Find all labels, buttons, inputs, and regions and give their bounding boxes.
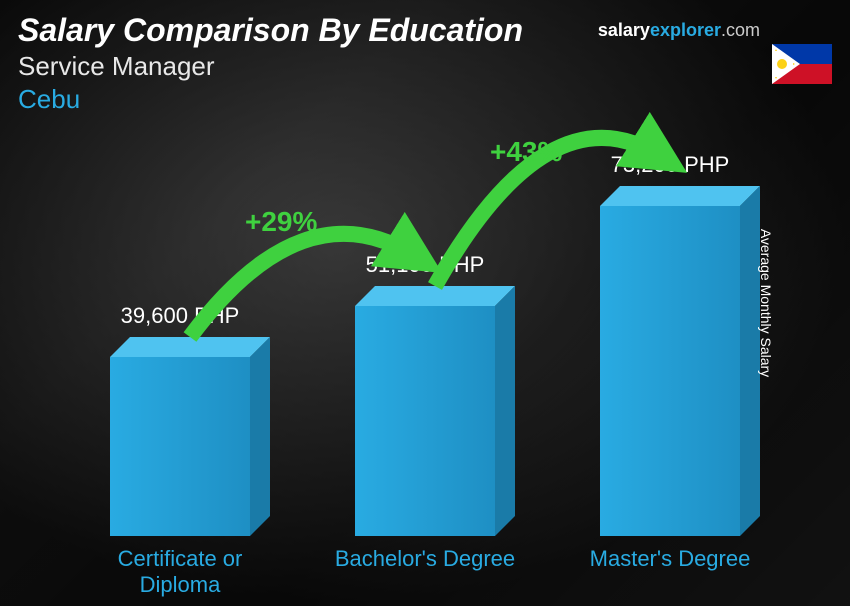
brand-part3: .com — [721, 20, 760, 40]
chart-title: Salary Comparison By Education — [18, 12, 523, 49]
bar-value-label: 73,200 PHP — [570, 152, 770, 178]
bar-category-label: Master's Degree — [570, 546, 770, 572]
header: Salary Comparison By Education Service M… — [18, 12, 523, 115]
bar-group: 51,100 PHPBachelor's Degree — [345, 306, 505, 536]
bar-category-label: Bachelor's Degree — [325, 546, 525, 572]
brand-part1: salary — [598, 20, 650, 40]
bar-front — [355, 306, 495, 536]
chart-location: Cebu — [18, 84, 523, 115]
bar-group: 39,600 PHPCertificate or Diploma — [100, 357, 260, 536]
bar-side — [740, 186, 760, 536]
bar-top — [110, 337, 270, 357]
brand-part2: explorer — [650, 20, 721, 40]
bar-front — [110, 357, 250, 536]
bar-front — [600, 206, 740, 536]
bar-chart: 39,600 PHPCertificate or Diploma 51,100 P… — [60, 96, 780, 536]
bar-value-label: 39,600 PHP — [80, 303, 280, 329]
percent-increase-label: +29% — [245, 206, 317, 238]
bar-side — [250, 337, 270, 536]
percent-increase-label: +43% — [490, 136, 562, 168]
bar-top — [355, 286, 515, 306]
chart-subtitle: Service Manager — [18, 51, 523, 82]
country-flag-icon — [772, 44, 832, 84]
bar-top — [600, 186, 760, 206]
bar-group: 73,200 PHPMaster's Degree — [590, 206, 750, 536]
bar-value-label: 51,100 PHP — [325, 252, 525, 278]
brand-logo: salaryexplorer.com — [598, 20, 760, 41]
y-axis-label: Average Monthly Salary — [758, 229, 774, 377]
bar-category-label: Certificate or Diploma — [80, 546, 280, 598]
bar-side — [495, 286, 515, 536]
